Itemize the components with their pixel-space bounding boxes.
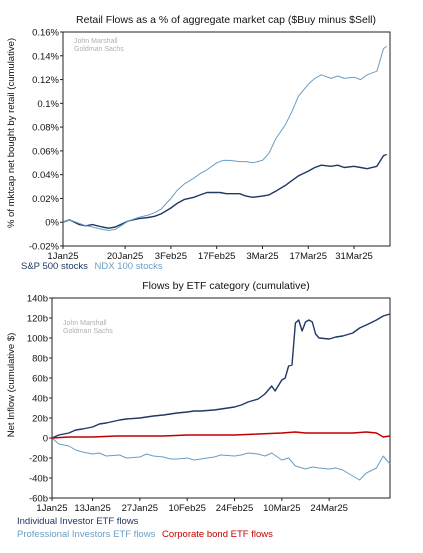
- y-tick-label: 20b: [32, 414, 48, 425]
- y-tick-label: 100b: [27, 334, 48, 345]
- chart1-title: Retail Flows as a % of aggregate market …: [76, 14, 376, 26]
- series-line-professional: [51, 437, 391, 481]
- chart2-x-ticks: 1Jan25 13Jan25 27Jan25 10Feb25 24Feb25 10Mar2…: [36, 498, 348, 514]
- chart2-watermark: John Marshall Goldman Sachs: [63, 320, 113, 335]
- series-line-individual: [51, 313, 391, 439]
- x-tick-label: 1Jan25: [47, 251, 78, 262]
- chart1-watermark-line2: Goldman Sachs: [74, 46, 124, 53]
- y-tick-label: 80b: [32, 354, 48, 365]
- x-tick-label: 20Jan25: [107, 251, 143, 262]
- x-tick-label: 31Mar25: [335, 251, 373, 262]
- x-tick-label: 17Feb25: [198, 251, 236, 262]
- x-tick-label: 10Feb25: [168, 503, 206, 514]
- y-tick-label: -60b: [29, 494, 48, 505]
- y-tick-label: 0.08%: [32, 123, 59, 134]
- x-tick-label: 24Feb25: [216, 503, 254, 514]
- chart1-series: [62, 45, 387, 231]
- series-line-corporate: [51, 431, 391, 439]
- x-tick-label: 1Jan25: [36, 503, 67, 514]
- y-tick-label: 0.1%: [37, 99, 59, 110]
- y-tick-label: 60b: [32, 374, 48, 385]
- y-tick-label: 0.14%: [32, 51, 59, 62]
- etf-flows-chart: Flows by ETF category (cumulative) Net I…: [6, 280, 391, 540]
- legend-ndx100: NDX 100 stocks: [95, 261, 163, 272]
- chart2-watermark-line1: John Marshall: [63, 320, 107, 327]
- retail-flows-chart: Retail Flows as a % of aggregate market …: [6, 14, 391, 272]
- x-tick-label: 27Jan25: [122, 503, 158, 514]
- series-line-sp500: [62, 153, 387, 229]
- x-tick-label: 17Mar25: [290, 251, 328, 262]
- x-tick-label: 3Feb25: [155, 251, 187, 262]
- y-tick-label: 0.02%: [32, 194, 59, 205]
- y-tick-label: 0.12%: [32, 75, 59, 86]
- y-tick-label: 0%: [45, 218, 59, 229]
- chart1-watermark: John Marshall Goldman Sachs: [74, 38, 124, 53]
- chart2-series: [51, 313, 391, 481]
- chart1-y-axis-label: % of mktcap net bought by retail (cumula…: [6, 38, 17, 228]
- chart2-title: Flows by ETF category (cumulative): [142, 280, 309, 292]
- y-tick-label: 0.16%: [32, 28, 59, 39]
- svg-text:S&P 500 stocks NDX 100: S&P 500 stocks NDX 100 stocks: [21, 261, 163, 272]
- y-tick-label: -0.02%: [29, 242, 60, 253]
- y-tick-label: 40b: [32, 394, 48, 405]
- svg-text:Professional Investors ETF flo: Professional Investors ETF flows Corpora…: [17, 529, 273, 540]
- legend-individual: Individual Investor ETF flows: [17, 516, 139, 527]
- chart2-y-axis-label: Net Inflow (cumulative $): [6, 333, 17, 438]
- chart1-y-ticks: -0.02% 0% 0.02% 0.04% 0.06% 0.08% 0.1% 0.12% 0.1…: [29, 28, 63, 253]
- x-tick-label: 3Mar25: [246, 251, 278, 262]
- y-tick-label: 0: [43, 434, 48, 445]
- x-tick-label: 24Mar25: [310, 503, 348, 514]
- chart1-x-ticks: 1Jan25 20Jan25 3Feb25 17Feb25 3Mar25 17Mar25 3…: [47, 246, 373, 262]
- legend-sp500: S&P 500 stocks: [21, 261, 88, 272]
- chart2-y-ticks: -60b -40b -20b 0 20b 40b 60b 80b 100b 120b 140b: [27, 294, 52, 505]
- chart2-watermark-line2: Goldman Sachs: [63, 328, 113, 335]
- y-tick-label: 0.06%: [32, 146, 59, 157]
- y-tick-label: 120b: [27, 314, 48, 325]
- y-tick-label: -40b: [29, 474, 48, 485]
- legend-professional: Professional Investors ETF flows: [17, 529, 156, 540]
- chart2-legend: Individual Investor ETF flows Profession…: [17, 516, 273, 540]
- x-tick-label: 13Jan25: [74, 503, 110, 514]
- chart1-watermark-line1: John Marshall: [74, 38, 118, 45]
- y-tick-label: 140b: [27, 294, 48, 305]
- chart1-legend: S&P 500 stocks NDX 100 stocks: [21, 261, 163, 272]
- chart2-ylabel: Net Inflow (cumulative $): [6, 333, 17, 438]
- chart1-plot-frame: [62, 31, 391, 247]
- y-tick-label: 0.04%: [32, 170, 59, 181]
- legend-corporate: Corporate bond ETF flows: [162, 529, 273, 540]
- series-line-ndx100: [62, 45, 387, 231]
- x-tick-label: 10Mar25: [263, 503, 301, 514]
- y-tick-label: -20b: [29, 454, 48, 465]
- chart1-ylabel: % of mktcap net bought by retail (cumula…: [6, 38, 17, 228]
